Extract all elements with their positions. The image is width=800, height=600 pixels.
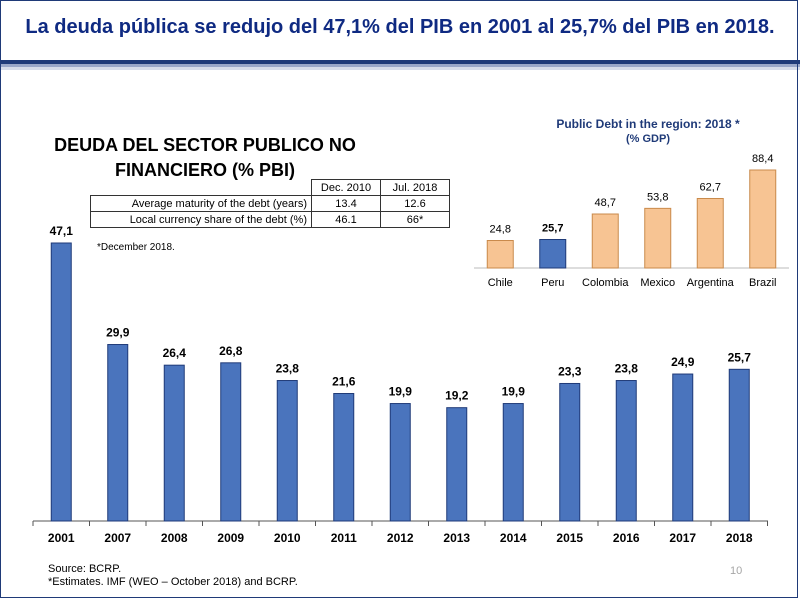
table-cell: 13.4 xyxy=(311,195,381,212)
x-tick-label-2007: 2007 xyxy=(104,531,131,545)
table-cell: 46.1 xyxy=(311,211,381,228)
data-label-2012: 19,9 xyxy=(389,385,413,399)
region-data-label-brazil: 88,4 xyxy=(752,153,773,165)
bar-2008 xyxy=(163,364,185,522)
x-tick-label-2014: 2014 xyxy=(500,531,527,545)
data-label-2014: 19,9 xyxy=(502,385,526,399)
region-bar-chile xyxy=(486,240,514,269)
table-note: *December 2018. xyxy=(97,242,175,253)
region-chart-subtitle: (% GDP) xyxy=(626,133,670,145)
x-tick-label-2010: 2010 xyxy=(274,531,301,545)
data-label-2007: 29,9 xyxy=(106,326,130,340)
data-label-2018: 25,7 xyxy=(728,350,752,364)
main-chart-title-line2: FINANCIERO (% PBI) xyxy=(115,160,295,180)
bar-2016 xyxy=(615,380,637,522)
bar-2014 xyxy=(502,403,524,522)
table-row-label: Local currency share of the debt (%) xyxy=(90,211,312,228)
x-tick-label-2012: 2012 xyxy=(387,531,414,545)
bar-2007 xyxy=(107,344,129,522)
region-data-label-mexico: 53,8 xyxy=(647,191,668,203)
page-number: 10 xyxy=(730,565,743,577)
region-x-label-mexico: Mexico xyxy=(640,277,675,289)
footnote: Source: BCRP. *Estimates. IMF (WEO – Oct… xyxy=(48,563,298,589)
estimates-note: *Estimates. IMF (WEO – October 2018) and… xyxy=(48,576,298,588)
table-cell: 66* xyxy=(380,211,450,228)
region-bar-peru xyxy=(539,239,567,269)
table-header-cell: Jul. 2018 xyxy=(380,179,450,196)
x-tick-label-2015: 2015 xyxy=(556,531,583,545)
data-label-2013: 19,2 xyxy=(445,389,469,403)
region-x-label-argentina: Argentina xyxy=(687,277,735,289)
region-data-label-colombia: 48,7 xyxy=(595,197,616,209)
region-x-label-chile: Chile xyxy=(488,277,513,289)
bar-2011 xyxy=(333,393,355,522)
table-header-row: Dec. 2010 Jul. 2018 xyxy=(91,179,450,196)
x-tick-label-2013: 2013 xyxy=(443,531,470,545)
data-label-2016: 23,8 xyxy=(615,362,639,376)
bar-2018 xyxy=(728,368,750,522)
region-bar-brazil xyxy=(749,169,777,269)
bar-2013 xyxy=(446,407,468,522)
header-rule-shadow-light xyxy=(0,67,800,70)
data-label-2009: 26,8 xyxy=(219,344,243,358)
region-bar-mexico xyxy=(644,207,672,269)
source-note: Source: BCRP. xyxy=(48,563,122,575)
region-chart-title: Public Debt in the region: 2018 * (% GDP… xyxy=(498,117,798,147)
bar-2001 xyxy=(50,242,72,522)
region-x-label-brazil: Brazil xyxy=(749,277,777,289)
region-data-label-chile: 24,8 xyxy=(490,224,511,236)
region-x-label-colombia: Colombia xyxy=(582,277,629,289)
headline-bar: La deuda pública se redujo del 47,1% del… xyxy=(0,0,800,62)
region-bar-argentina xyxy=(696,197,724,269)
header-rule xyxy=(0,60,800,64)
bar-2012 xyxy=(389,403,411,522)
table-header-cell: Dec. 2010 xyxy=(311,179,381,196)
table-row: Average maturity of the debt (years) 13.… xyxy=(90,195,450,212)
x-tick-label-2001: 2001 xyxy=(48,531,75,545)
region-chart-title-line1: Public Debt in the region: 2018 * xyxy=(556,117,740,131)
main-chart-title: DEUDA DEL SECTOR PUBLICO NO FINANCIERO (… xyxy=(20,133,390,183)
x-tick-label-2011: 2011 xyxy=(331,531,357,545)
x-tick-label-2017: 2017 xyxy=(669,531,696,545)
debt-profile-table: Dec. 2010 Jul. 2018 Average maturity of … xyxy=(90,179,450,228)
x-tick-label-2009: 2009 xyxy=(217,531,244,545)
region-data-label-argentina: 62,7 xyxy=(700,181,721,193)
x-tick-label-2018: 2018 xyxy=(726,531,753,545)
bar-2015 xyxy=(559,382,581,522)
x-tick-label-2008: 2008 xyxy=(161,531,188,545)
data-label-2008: 26,4 xyxy=(163,346,187,360)
region-bar-colombia xyxy=(591,213,619,269)
region-data-label-peru: 25,7 xyxy=(542,223,563,235)
data-label-2015: 23,3 xyxy=(558,364,582,378)
data-label-2001: 47,1 xyxy=(50,224,74,238)
main-chart-title-line1: DEUDA DEL SECTOR PUBLICO NO xyxy=(54,135,356,155)
table-row: Local currency share of the debt (%) 46.… xyxy=(90,211,450,228)
bar-2009 xyxy=(220,362,242,522)
data-label-2010: 23,8 xyxy=(276,362,300,376)
header-rule-shadow xyxy=(0,64,800,67)
data-label-2011: 21,6 xyxy=(332,375,356,389)
region-x-label-peru: Peru xyxy=(541,277,564,289)
slide-headline: La deuda pública se redujo del 47,1% del… xyxy=(25,16,775,38)
bar-2017 xyxy=(672,373,694,522)
data-label-2017: 24,9 xyxy=(671,355,695,369)
x-tick-label-2016: 2016 xyxy=(613,531,640,545)
bar-2010 xyxy=(276,380,298,522)
